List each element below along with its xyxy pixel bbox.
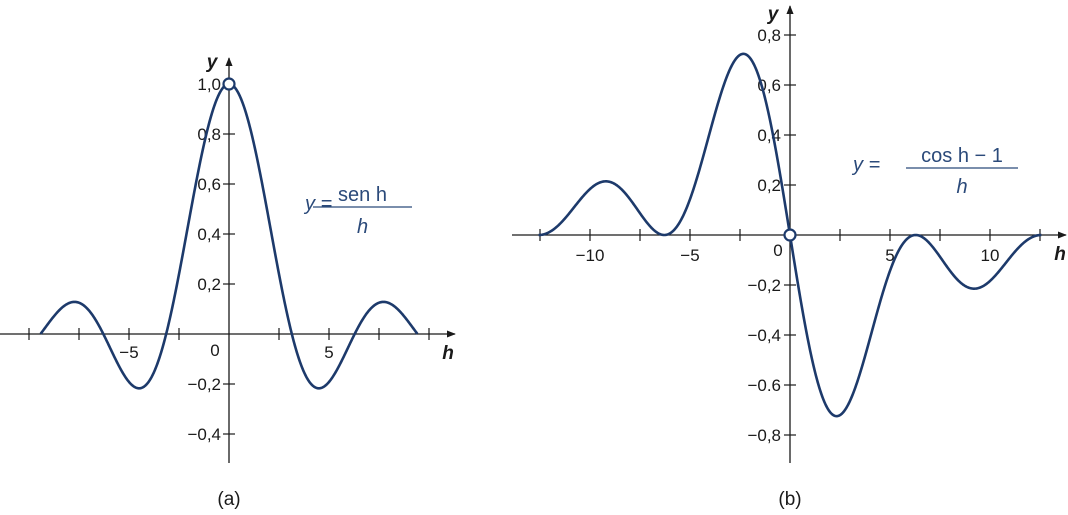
y-tick-label: 1,0 bbox=[197, 75, 221, 94]
y-tick-label: −0,2 bbox=[747, 276, 781, 295]
y-axis-label: y bbox=[767, 4, 780, 25]
x-tick-label: 5 bbox=[885, 246, 894, 265]
y-tick-label: 0,4 bbox=[197, 225, 221, 244]
equation-denominator: h bbox=[956, 176, 967, 198]
open-point bbox=[783, 228, 797, 242]
y-tick-label: 0,4 bbox=[757, 126, 781, 145]
y-tick-label: −0,8 bbox=[747, 426, 781, 445]
y-tick-label: −0,4 bbox=[747, 326, 781, 345]
y-tick-label: −0,2 bbox=[187, 375, 221, 394]
chart-a: −5 5 1,0 0,8 0,6 0,4 0,2 −0,2 −0,4 0 h y y = sen h h (a… bbox=[0, 52, 456, 510]
y-tick-label: −0,4 bbox=[187, 425, 221, 444]
equation-lhs: y = bbox=[851, 154, 880, 176]
y-tick-label: 0,8 bbox=[757, 26, 781, 45]
origin-label: 0 bbox=[773, 241, 782, 260]
equation-numerator: cos h − 1 bbox=[921, 145, 1003, 167]
x-axis-label: h bbox=[1054, 244, 1066, 265]
equation-lhs: y = bbox=[303, 193, 332, 215]
y-axis-label: y bbox=[206, 52, 219, 73]
equation-label: y = cos h − 1 h bbox=[851, 145, 1018, 198]
chart-caption: (a) bbox=[217, 489, 240, 510]
x-tick-label: −5 bbox=[119, 343, 138, 362]
y-tick-label: 0,2 bbox=[197, 275, 221, 294]
open-point bbox=[222, 77, 236, 91]
y-tick-label: 0,2 bbox=[757, 176, 781, 195]
y-tick-label: −0.6 bbox=[747, 376, 781, 395]
equation-denominator: h bbox=[357, 216, 368, 238]
x-tick-label: −5 bbox=[680, 246, 699, 265]
chart-b: −10 −5 5 100,80,60,40,2−0,2−0,4−0.6−0,80 hyy… bbox=[512, 4, 1067, 510]
x-tick-label: −10 bbox=[576, 246, 605, 265]
y-tick-label: 0,8 bbox=[197, 125, 221, 144]
origin-label: 0 bbox=[210, 341, 219, 360]
x-tick-label: 5 bbox=[324, 343, 333, 362]
chart-caption: (b) bbox=[778, 489, 801, 510]
x-tick-label: 10 bbox=[981, 246, 1000, 265]
x-axis-label: h bbox=[442, 343, 454, 364]
y-tick-label: 0,6 bbox=[197, 175, 221, 194]
equation-label: y = sen h h bbox=[303, 184, 412, 238]
equation-numerator: sen h bbox=[338, 184, 387, 206]
